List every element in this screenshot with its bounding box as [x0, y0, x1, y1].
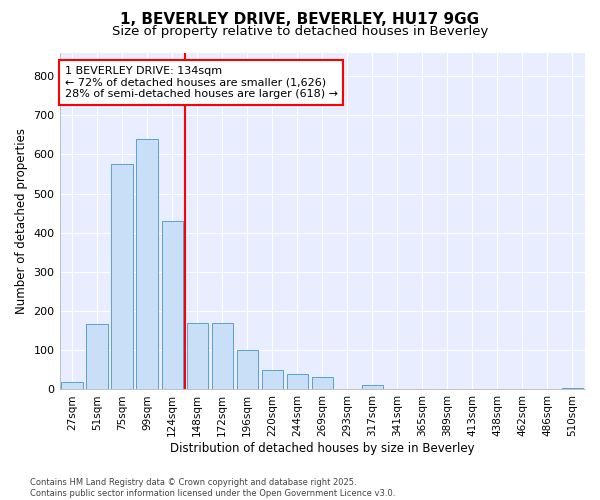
Bar — [61, 382, 83, 390]
Bar — [187, 323, 208, 390]
Bar — [311, 376, 333, 390]
Text: 1, BEVERLEY DRIVE, BEVERLEY, HU17 9GG: 1, BEVERLEY DRIVE, BEVERLEY, HU17 9GG — [121, 12, 479, 28]
Bar — [212, 323, 233, 390]
X-axis label: Distribution of detached houses by size in Beverley: Distribution of detached houses by size … — [170, 442, 475, 455]
Bar — [236, 350, 258, 390]
Bar — [112, 164, 133, 390]
Text: Size of property relative to detached houses in Beverley: Size of property relative to detached ho… — [112, 25, 488, 38]
Bar — [161, 221, 183, 390]
Bar — [562, 388, 583, 390]
Text: Contains HM Land Registry data © Crown copyright and database right 2025.
Contai: Contains HM Land Registry data © Crown c… — [30, 478, 395, 498]
Bar — [287, 374, 308, 390]
Bar — [136, 138, 158, 390]
Y-axis label: Number of detached properties: Number of detached properties — [15, 128, 28, 314]
Bar — [86, 324, 108, 390]
Bar — [362, 385, 383, 390]
Text: 1 BEVERLEY DRIVE: 134sqm
← 72% of detached houses are smaller (1,626)
28% of sem: 1 BEVERLEY DRIVE: 134sqm ← 72% of detach… — [65, 66, 338, 99]
Bar — [262, 370, 283, 390]
